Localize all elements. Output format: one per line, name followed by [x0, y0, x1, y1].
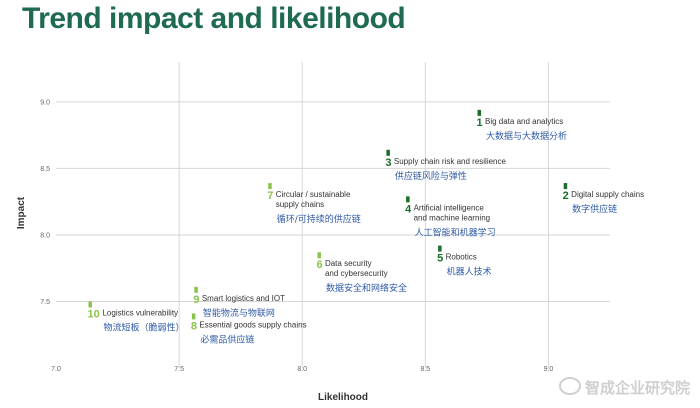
- data-point-label: Data security: [325, 259, 372, 268]
- data-point-rank: 2: [563, 190, 569, 202]
- data-point-label-cn: 供应链风险与弹性: [395, 170, 467, 182]
- data-point-label: Circular / sustainable: [276, 190, 351, 199]
- y-tick-label: 9.0: [40, 99, 50, 106]
- data-point-marker: [268, 183, 272, 190]
- data-point-rank: 1: [477, 117, 483, 129]
- data-point-rank: 7: [267, 190, 273, 202]
- data-point-label-cn: 大数据与大数据分析: [486, 130, 567, 142]
- data-point-label: and cybersecurity: [325, 269, 388, 278]
- data-point-label: Artificial intelligence: [414, 203, 485, 212]
- data-point-rank: 3: [385, 157, 391, 169]
- data-point-label-cn: 数字供应链: [572, 203, 617, 215]
- x-tick-label: 8.5: [420, 366, 430, 373]
- chart-title: Trend impact and likelihood: [22, 2, 406, 35]
- y-tick-label: 8.0: [40, 232, 50, 239]
- y-tick-label: 8.5: [40, 166, 50, 173]
- data-point-marker: [406, 196, 410, 203]
- data-point-label: Logistics vulnerability: [102, 308, 178, 317]
- data-point-marker: [88, 301, 92, 308]
- data-point-label: Smart logistics and IOT: [202, 294, 285, 303]
- data-point-label-cn: 物流短板（脆弱性）: [103, 321, 184, 333]
- data-point-marker: [194, 286, 198, 293]
- data-point-marker: [191, 313, 196, 320]
- data-point-rank: 8: [191, 320, 197, 332]
- data-point-label: Supply chain risk and resilience: [394, 157, 507, 166]
- wechat-icon: [558, 377, 581, 395]
- y-tick-label: 7.5: [40, 299, 50, 306]
- data-point-rank: 10: [87, 308, 99, 320]
- data-point-label: supply chains: [276, 200, 324, 209]
- data-point-marker: [477, 109, 482, 116]
- watermark: 智成企业研究院: [558, 377, 690, 398]
- data-point-label-cn: 数据安全和网络安全: [326, 282, 407, 294]
- data-point-rank: 4: [405, 203, 412, 215]
- data-point-marker: [438, 245, 442, 252]
- x-axis-label: Likelihood: [318, 392, 368, 403]
- x-tick-label: 9.0: [544, 366, 554, 373]
- x-tick-label: 8.0: [297, 366, 307, 373]
- data-point-rank: 9: [193, 294, 199, 306]
- data-point-label: and machine learning: [414, 213, 491, 222]
- data-point-label-cn: 人工智能和机器学习: [415, 226, 496, 238]
- data-point-label: Digital supply chains: [571, 190, 644, 199]
- data-point-label-cn: 机器人技术: [447, 266, 492, 278]
- data-point-label-cn: 智能物流与物联网: [203, 307, 275, 319]
- data-point-rank: 5: [437, 253, 443, 265]
- data-point-marker: [386, 149, 390, 156]
- data-point-rank: 6: [316, 259, 322, 271]
- data-point-label: Essential goods supply chains: [199, 320, 306, 329]
- x-tick-label: 7.0: [51, 366, 61, 373]
- data-point-marker: [563, 183, 568, 190]
- data-point-label-cn: 循环/可持续的供应链: [277, 213, 361, 225]
- data-point-label-cn: 必需品供应链: [200, 333, 254, 345]
- data-point-label: Robotics: [446, 253, 477, 262]
- y-axis-label: Impact: [16, 196, 27, 229]
- data-point-marker: [317, 252, 321, 259]
- data-point-label: Big data and analytics: [485, 117, 563, 126]
- watermark-text: 智成企业研究院: [584, 380, 690, 397]
- x-tick-label: 7.5: [174, 366, 184, 373]
